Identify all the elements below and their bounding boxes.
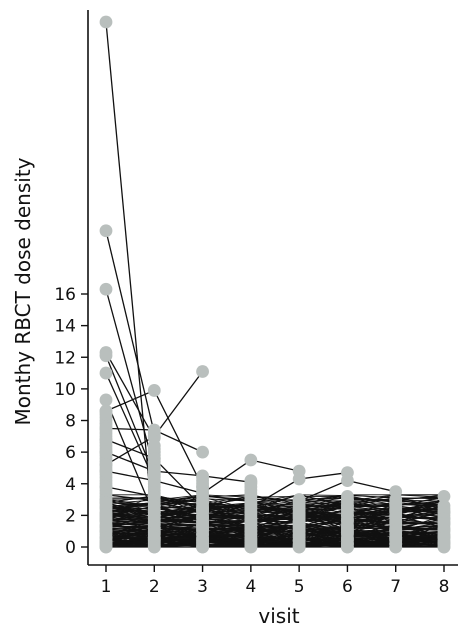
x-tick-label: 6 xyxy=(342,577,353,597)
x-tick-label: 7 xyxy=(390,577,401,597)
series-line xyxy=(105,494,445,511)
data-point xyxy=(147,452,161,465)
data-point xyxy=(196,486,209,500)
data-point xyxy=(99,15,113,29)
data-point xyxy=(196,540,209,554)
y-tick-label: 10 xyxy=(54,380,76,400)
series-lines xyxy=(105,21,445,548)
series-line xyxy=(105,532,445,548)
data-point xyxy=(99,349,113,363)
data-point xyxy=(99,393,113,407)
y-tick-label: 0 xyxy=(65,538,76,558)
data-point xyxy=(196,365,209,378)
data-point xyxy=(99,510,113,524)
data-point xyxy=(147,508,161,522)
series-line xyxy=(105,509,445,528)
data-markers xyxy=(99,15,451,554)
data-point xyxy=(341,540,354,554)
data-point xyxy=(196,502,209,516)
data-point xyxy=(99,366,113,380)
data-point xyxy=(244,475,258,489)
data-point xyxy=(389,532,403,546)
y-tick-label: 12 xyxy=(54,348,76,368)
data-point xyxy=(196,469,209,483)
data-point xyxy=(147,540,161,554)
data-point xyxy=(292,507,306,521)
data-point xyxy=(147,384,161,397)
data-point xyxy=(341,502,354,516)
data-point xyxy=(437,490,451,503)
series-line xyxy=(105,502,445,539)
data-point xyxy=(196,518,209,532)
y-tick-label: 4 xyxy=(65,475,76,495)
y-tick-label: 14 xyxy=(54,317,76,337)
data-point xyxy=(99,445,113,459)
x-tick-label: 5 xyxy=(294,577,305,597)
data-point xyxy=(99,404,113,418)
x-axis-label: visit xyxy=(258,604,299,628)
y-tick-label: 2 xyxy=(65,506,76,526)
x-tick-label: 2 xyxy=(149,577,160,597)
data-point xyxy=(147,499,161,513)
series-line xyxy=(105,399,155,516)
x-tick-label: 3 xyxy=(197,577,208,597)
y-tick-label: 8 xyxy=(65,412,76,432)
x-tick-label: 1 xyxy=(101,577,112,597)
y-tick-label: 6 xyxy=(65,443,76,463)
data-point xyxy=(99,496,113,510)
x-tick-label: 4 xyxy=(245,577,256,597)
axes xyxy=(87,10,458,566)
series-line xyxy=(105,508,445,527)
series-line xyxy=(105,503,445,523)
series-line xyxy=(105,21,155,540)
data-point xyxy=(147,464,161,478)
series-line xyxy=(105,230,155,434)
series-line xyxy=(105,451,251,483)
data-point xyxy=(244,540,258,554)
data-point xyxy=(99,433,113,446)
y-tick-label: 16 xyxy=(54,285,76,305)
data-point xyxy=(99,480,113,494)
data-point xyxy=(147,490,161,503)
data-point xyxy=(292,472,306,486)
data-point xyxy=(147,474,161,487)
series-line xyxy=(105,505,445,545)
series-line xyxy=(105,372,155,481)
data-point xyxy=(292,516,306,530)
series-line xyxy=(105,522,444,535)
data-point xyxy=(292,540,306,554)
series-line xyxy=(105,503,445,519)
series-line xyxy=(105,524,445,542)
data-point xyxy=(341,523,354,537)
series-line xyxy=(106,541,445,547)
series-line xyxy=(105,516,445,532)
data-point xyxy=(244,497,258,511)
data-point xyxy=(99,422,113,435)
series-line xyxy=(105,502,445,519)
series-line xyxy=(105,497,445,514)
series-line xyxy=(106,528,444,540)
y-axis-label: Monthy RBCT dose density xyxy=(11,157,35,425)
series-line xyxy=(105,352,155,439)
data-point xyxy=(99,540,113,554)
data-point xyxy=(99,224,113,238)
data-point xyxy=(244,453,258,467)
data-point xyxy=(99,282,113,296)
data-point xyxy=(147,423,161,437)
series-line xyxy=(105,289,155,469)
x-tick-label: 8 xyxy=(439,577,450,597)
series-line xyxy=(105,472,348,509)
series-line xyxy=(106,494,444,507)
data-point xyxy=(244,521,258,535)
data-point xyxy=(196,445,209,459)
data-point xyxy=(437,537,451,551)
data-point xyxy=(341,474,354,487)
data-point xyxy=(99,464,113,478)
